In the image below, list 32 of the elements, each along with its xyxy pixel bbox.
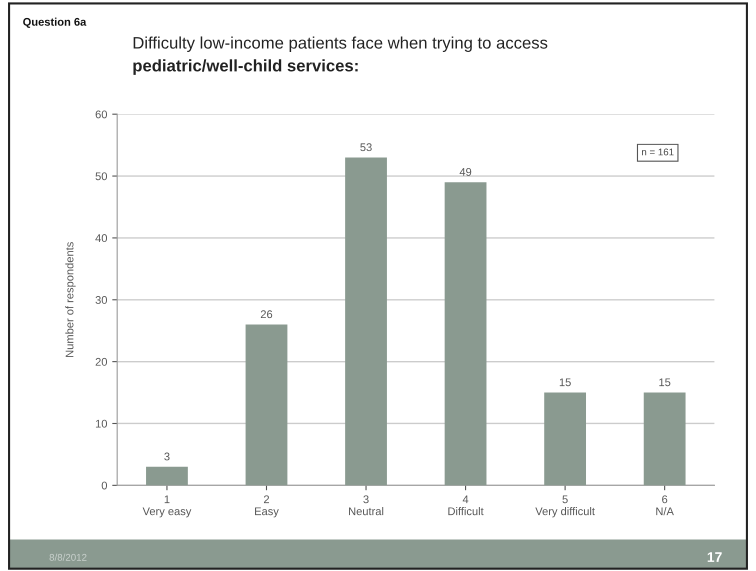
y-tick-label: 10 [96,420,108,428]
x-tick-label: 3 Neutral [349,495,384,516]
y-tick-label: 60 [96,110,108,118]
data-label: 3 [164,452,170,460]
bar [345,158,387,486]
bar [544,392,586,486]
text: 8/8/2012 [50,554,86,561]
text: Question 6a [23,18,86,28]
y-tick-label: 20 [96,358,108,366]
x-tick-label: 5 Very difficult [535,495,595,518]
y-tick-label: 30 [96,296,108,304]
x-tick-label: 2 Easy [255,495,279,518]
data-label: 15 [659,378,670,386]
data-label: 49 [460,168,472,176]
chart-title: Difficulty low-income patients face when trying to access [134,36,548,52]
data-label: 15 [560,378,571,386]
chart-subtitle: pediatric/well-child services: [133,59,358,75]
bar [146,466,188,486]
annotation: n = 161 [642,148,674,156]
bar [246,324,288,486]
y-tick-label: 40 [95,234,108,242]
y-tick-label: 50 [96,172,108,180]
data-label: 53 [360,143,372,152]
bar [644,392,686,486]
bar [444,182,486,486]
x-tick-label: 1 Very easy [142,495,192,518]
y-tick-label: 0 [102,482,108,490]
x-tick-label: 6 N/A [656,495,674,516]
x-tick-label: 4 Difficult [448,495,484,516]
data-label: 26 [260,310,272,318]
y-axis-title: Number of respondents [65,242,76,357]
text: 17 [708,552,722,562]
